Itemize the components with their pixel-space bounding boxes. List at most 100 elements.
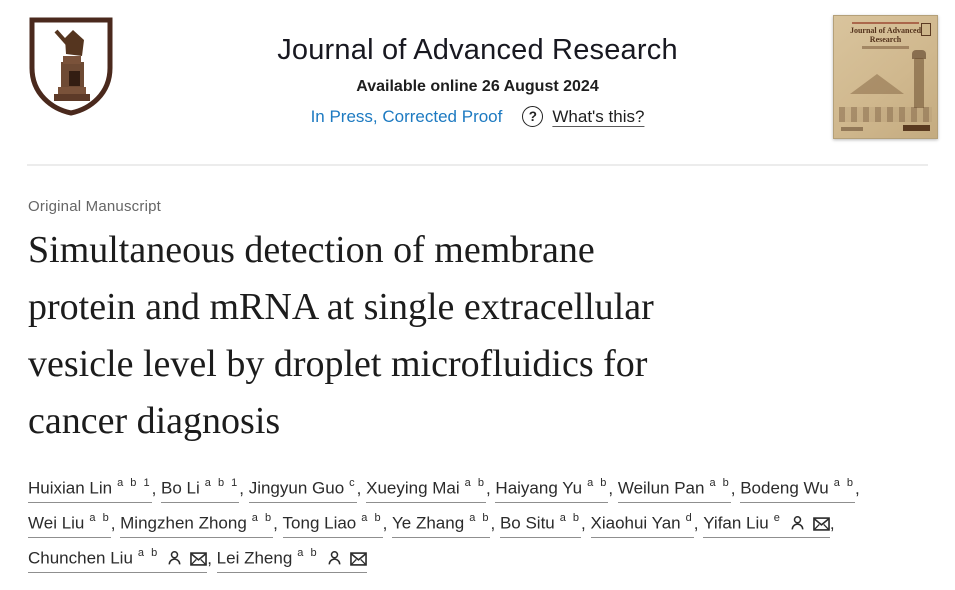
author-name: Bodeng Wu [740,479,829,498]
author-separator: , [239,479,249,498]
author-affiliation-sup: a b [559,512,582,525]
author-separator: , [151,479,162,498]
author-separator: , [581,514,591,533]
author-name: Jingyun Guo [248,479,345,498]
author-link[interactable]: Jingyun Guo c [248,473,357,503]
author-separator: , [829,514,835,533]
author-separator: , [356,479,367,498]
author-affiliation-sup: d [685,512,694,525]
author-separator: , [490,514,500,533]
author-link[interactable]: Haiyang Yu a b [495,473,609,503]
in-press-status-link[interactable]: In Press, Corrected Proof [310,106,503,126]
author-link[interactable]: Weilun Pan a b [617,473,731,503]
author-separator: , [207,549,217,568]
author-name: Xueying Mai [366,479,460,498]
author-link[interactable]: Xiaohui Yan d [590,508,694,538]
author-link[interactable]: Lei Zheng a b [216,543,367,573]
author-affiliation-sup: a b [251,512,274,525]
header-divider [27,164,928,166]
author-affiliation-sup: a b [89,512,111,525]
author-affiliation-sup: c [349,477,357,490]
journal-header-block: Journal of Advanced Research Available o… [198,34,758,127]
author-name: Bo Li [161,479,200,498]
author-affiliation-sup: e [773,512,782,525]
author-name: Weilun Pan [617,479,705,498]
author-name: Mingzhen Zhong [120,514,247,533]
cover-subtitle-bar [862,46,909,49]
page-header: Journal of Advanced Research Available o… [0,0,955,166]
author-name: Xiaohui Yan [590,514,681,533]
cover-top-rule [852,22,919,24]
person-icon[interactable] [167,550,182,566]
author-separator: , [110,514,121,533]
author-link[interactable]: Bodeng Wu a b [740,473,856,503]
article-category: Original Manuscript [28,198,162,215]
author-separator: , [855,479,860,498]
author-affiliation-sup: a b [469,512,491,525]
author-name: Ye Zhang [392,514,465,533]
author-name: Haiyang Yu [495,479,583,498]
author-list: Huixian Lin a b 1, Bo Li a b 1, Jingyun Gu… [28,471,873,576]
author-affiliation-sup: a b [464,477,486,490]
cover-crest-mark [921,23,931,36]
author-link[interactable]: Mingzhen Zhong a b [120,508,274,538]
university-crest-logo [29,17,113,116]
cover-pyramid-sketch [850,74,904,94]
author-link[interactable]: Huixian Lin a b 1 [28,473,152,503]
author-name: Wei Liu [28,514,85,533]
envelope-icon[interactable] [190,552,208,566]
author-affiliation-sup: a b [137,547,160,560]
article-main: Original Manuscript Simultaneous detecti… [28,166,927,576]
author-link[interactable]: Bo Situ a b [499,508,582,538]
person-icon[interactable] [790,515,805,531]
author-name: Tong Liao [282,514,357,533]
author-separator: , [273,514,283,533]
author-link[interactable]: Bo Li a b 1 [161,473,240,503]
publication-status-row: In Press, Corrected Proof ? What's this? [198,106,758,127]
envelope-icon[interactable] [813,517,830,531]
author-link[interactable]: Wei Liu a b [28,508,111,538]
author-affiliation-sup: a b 1 [204,477,240,490]
cover-bottom-right-bar [903,125,930,131]
article-title-line: vesicle level by droplet microfluidics f… [28,343,648,385]
question-mark-glyph: ? [528,109,537,124]
author-affiliation-sup: a b [833,477,856,490]
available-online-date: Available online 26 August 2024 [356,78,599,95]
envelope-icon[interactable] [349,552,367,566]
author-separator: , [730,479,741,498]
author-affiliation-sup: a b [297,547,319,560]
person-icon[interactable] [327,550,342,566]
author-link[interactable]: Chunchen Liu a b [28,543,208,573]
question-circle-icon[interactable]: ? [522,106,544,127]
article-title-line: Simultaneous detection of membrane [28,229,595,271]
author-affiliation-sup: a b [361,512,383,525]
author-link[interactable]: Yifan Liu e [703,508,830,538]
author-affiliation-sup: a b [587,477,609,490]
cover-journal-title: Journal of Advanced Research [849,26,922,44]
cover-tower-sketch [914,58,924,108]
author-link[interactable]: Tong Liao a b [282,508,383,538]
author-separator: , [485,479,496,498]
cover-bottom-left-text-bar [841,127,863,131]
author-name: Huixian Lin [28,479,113,498]
author-separator: , [693,514,704,533]
author-separator: , [382,514,393,533]
whats-this-link[interactable]: What's this? [552,106,645,126]
author-separator: , [608,479,618,498]
cover-tower-top-sketch [912,50,926,59]
article-title-line: cancer diagnosis [28,400,281,442]
cover-ground-sketch [839,107,932,122]
author-name: Yifan Liu [703,514,769,533]
journal-cover-thumbnail[interactable]: Journal of Advanced Research [833,15,938,139]
author-link[interactable]: Ye Zhang a b [392,508,491,538]
author-link[interactable]: Xueying Mai a b [366,473,486,503]
journal-title-link[interactable]: Journal of Advanced Research [277,34,678,66]
author-name: Bo Situ [499,514,555,533]
article-title-line: protein and mRNA at single extracellular [28,286,654,328]
author-name: Chunchen Liu [28,549,133,568]
author-affiliation-sup: a b 1 [117,477,152,490]
author-name: Lei Zheng [216,549,293,568]
author-affiliation-sup: a b [709,477,731,490]
article-title: Simultaneous detection of membrane prote… [28,222,927,450]
